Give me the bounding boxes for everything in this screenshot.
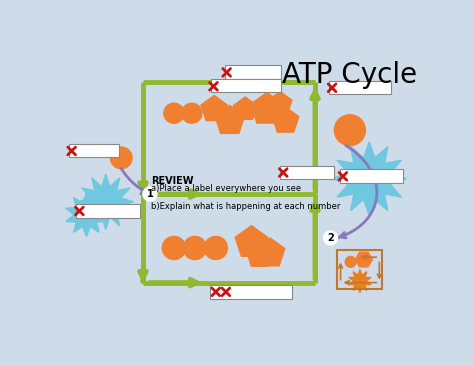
Circle shape [204,236,228,259]
Polygon shape [246,243,272,266]
Polygon shape [66,193,107,236]
Bar [280,165,334,179]
Polygon shape [251,93,283,123]
Circle shape [162,236,186,259]
Circle shape [182,103,202,123]
Circle shape [110,147,132,169]
Bar [225,66,281,79]
Text: 1: 1 [146,189,153,199]
Bar [211,79,281,93]
Bar [76,204,140,218]
Circle shape [164,103,184,123]
Bar [210,285,292,299]
Circle shape [334,115,365,146]
Bar [69,144,119,157]
Text: b)Explain what is happening at each number: b)Explain what is happening at each numb… [151,202,340,211]
Text: a)Place a label everywhere you see: a)Place a label everywhere you see [151,184,301,193]
Polygon shape [356,252,373,267]
Polygon shape [272,107,299,132]
Polygon shape [255,238,285,266]
Text: REVIEW: REVIEW [151,176,193,186]
Polygon shape [78,174,134,229]
Polygon shape [235,226,268,256]
Polygon shape [234,97,257,119]
Bar [340,169,403,183]
Text: ATP Cycle: ATP Cycle [282,61,417,89]
Polygon shape [349,269,371,293]
Circle shape [183,236,207,259]
Polygon shape [268,92,292,114]
Circle shape [324,231,337,245]
Polygon shape [332,142,406,216]
Bar [337,250,382,289]
Circle shape [345,257,356,267]
Text: 2: 2 [327,233,334,243]
Polygon shape [215,105,245,133]
Bar [329,81,391,94]
Polygon shape [201,96,228,120]
Circle shape [143,187,157,201]
